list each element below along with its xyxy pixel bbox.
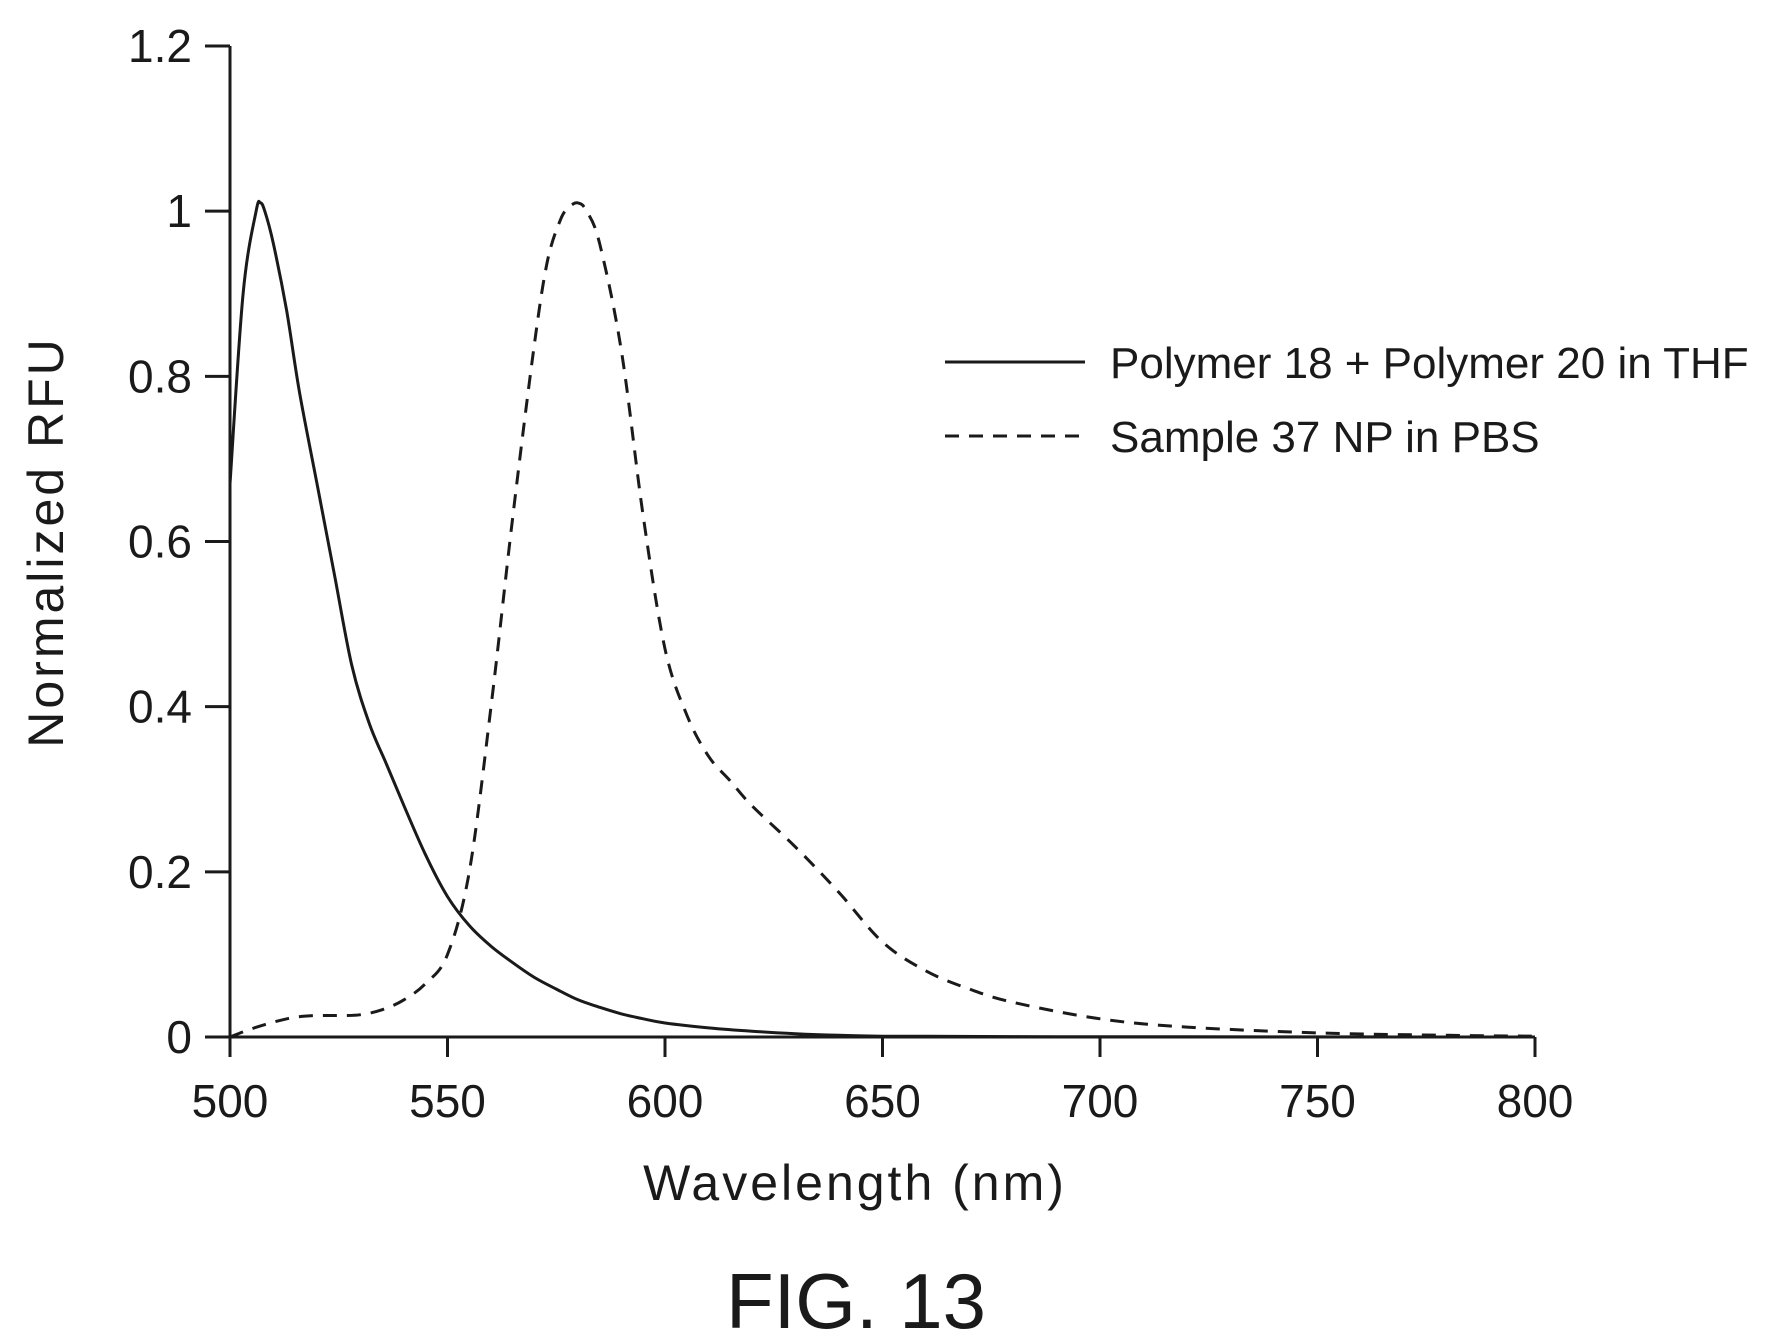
x-tick-label-550: 550 (409, 1075, 486, 1127)
ticks (205, 44, 1537, 1057)
x-tick-label-800: 800 (1497, 1075, 1574, 1127)
y-tick-label-1: 1 (166, 185, 192, 237)
y-tick-label-1.2: 1.2 (128, 20, 192, 72)
legend-label-series-2: Sample 37 NP in PBS (1110, 413, 1540, 462)
axes (205, 46, 1535, 1039)
y-tick-label-0: 0 (166, 1011, 192, 1063)
x-axis-title: Wavelength (nm) (643, 1155, 1067, 1211)
plot-lines (228, 199, 1536, 1039)
y-tick-label-0.4: 0.4 (128, 681, 192, 733)
legend-label-series-1: Polymer 18 + Polymer 20 in THF (1110, 339, 1749, 388)
legend: Polymer 18 + Polymer 20 in THF Sample 37… (945, 339, 1749, 462)
x-tick-label-650: 650 (844, 1075, 921, 1127)
y-tick-label-0.6: 0.6 (128, 516, 192, 568)
series-line-1 (228, 199, 1535, 1039)
x-tick-label-700: 700 (1062, 1075, 1139, 1127)
x-tick-label-750: 750 (1279, 1075, 1356, 1127)
y-axis-title: Normalized RFU (18, 336, 74, 748)
x-tick-label-500: 500 (192, 1075, 269, 1127)
y-tick-label-0.8: 0.8 (128, 350, 192, 402)
tick-labels: 500 550 600 650 700 750 800 0 0.2 0.4 0.6 0.8 1 1.2 (128, 20, 1573, 1127)
figure-label: FIG. 13 (726, 1257, 986, 1342)
x-tick-label-600: 600 (627, 1075, 704, 1127)
series-line-2 (229, 201, 1536, 1039)
y-tick-label-0.2: 0.2 (128, 846, 192, 898)
